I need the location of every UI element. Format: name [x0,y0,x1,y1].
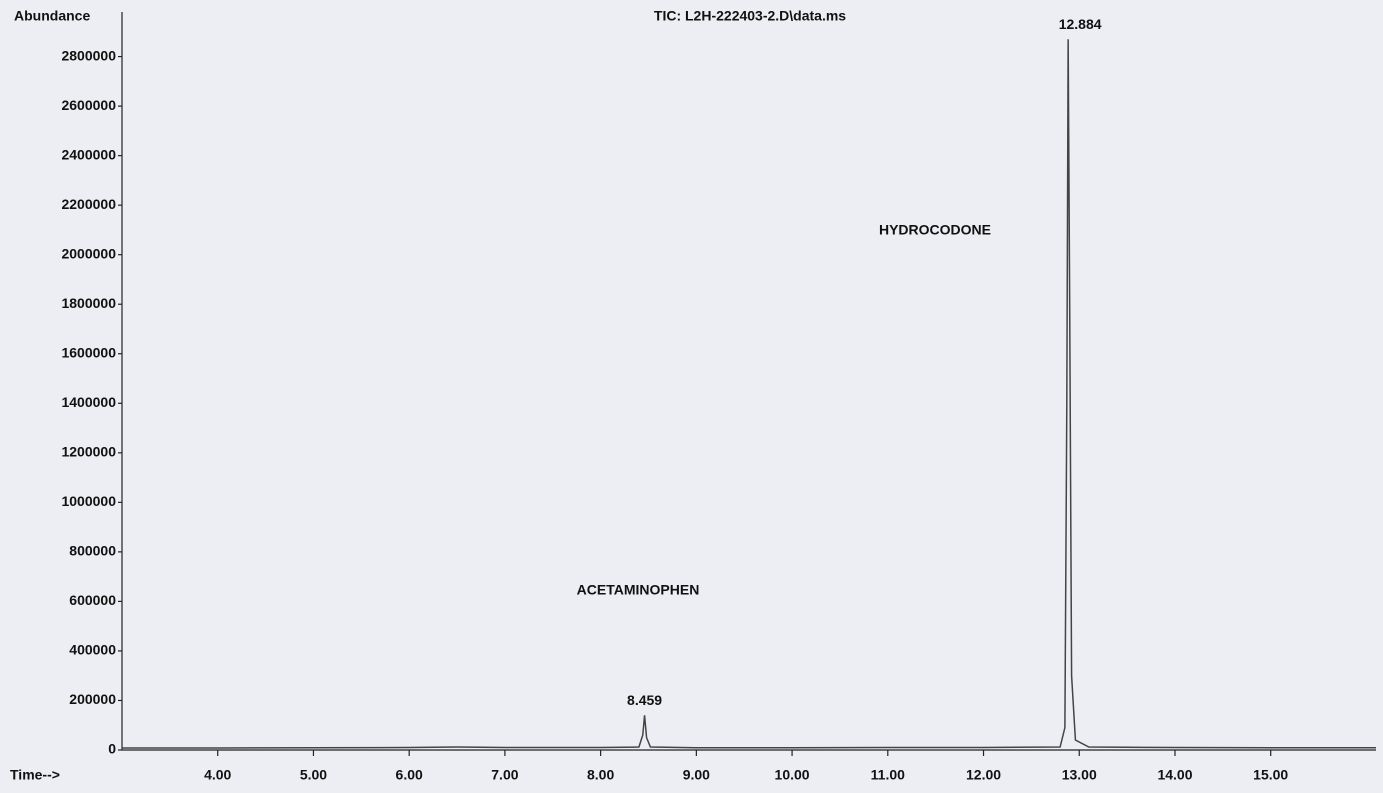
y-tick-label: 0 [108,741,116,757]
y-axis-label: Abundance [14,8,90,24]
y-tick-label: 2200000 [61,196,116,212]
x-tick-label: 6.00 [396,767,423,783]
x-tick-label: 7.00 [491,767,518,783]
x-tick-label: 4.00 [204,767,231,783]
x-tick-label: 8.00 [587,767,614,783]
x-tick-label: 13.00 [1062,767,1097,783]
y-tick-label: 200000 [69,691,116,707]
x-tick-label: 10.00 [775,767,810,783]
y-tick-label: 1600000 [61,344,116,360]
x-axis-label: Time--> [10,767,60,783]
peak-name: ACETAMINOPHEN [577,582,700,598]
chart-title: TIC: L2H-222403-2.D\data.ms [654,8,846,24]
y-tick-label: 1200000 [61,444,116,460]
x-tick-label: 15.00 [1253,767,1288,783]
x-tick-label: 12.00 [966,767,1001,783]
tic-trace [122,39,1376,749]
x-tick-label: 14.00 [1157,767,1192,783]
peak-time-label: 12.884 [1059,16,1102,32]
y-tick-label: 2800000 [61,47,116,63]
y-tick-label: 2400000 [61,146,116,162]
y-tick-label: 800000 [69,543,116,559]
y-tick-label: 600000 [69,592,116,608]
y-tick-label: 400000 [69,642,116,658]
y-tick-label: 1400000 [61,394,116,410]
y-tick-label: 2600000 [61,97,116,113]
x-tick-label: 5.00 [300,767,327,783]
y-tick-label: 1800000 [61,295,116,311]
x-tick-label: 9.00 [683,767,710,783]
peak-name: HYDROCODONE [879,222,991,238]
y-tick-label: 1000000 [61,493,116,509]
x-tick-label: 11.00 [871,767,905,783]
y-tick-label: 2000000 [61,245,116,261]
peak-time-label: 8.459 [627,692,662,708]
